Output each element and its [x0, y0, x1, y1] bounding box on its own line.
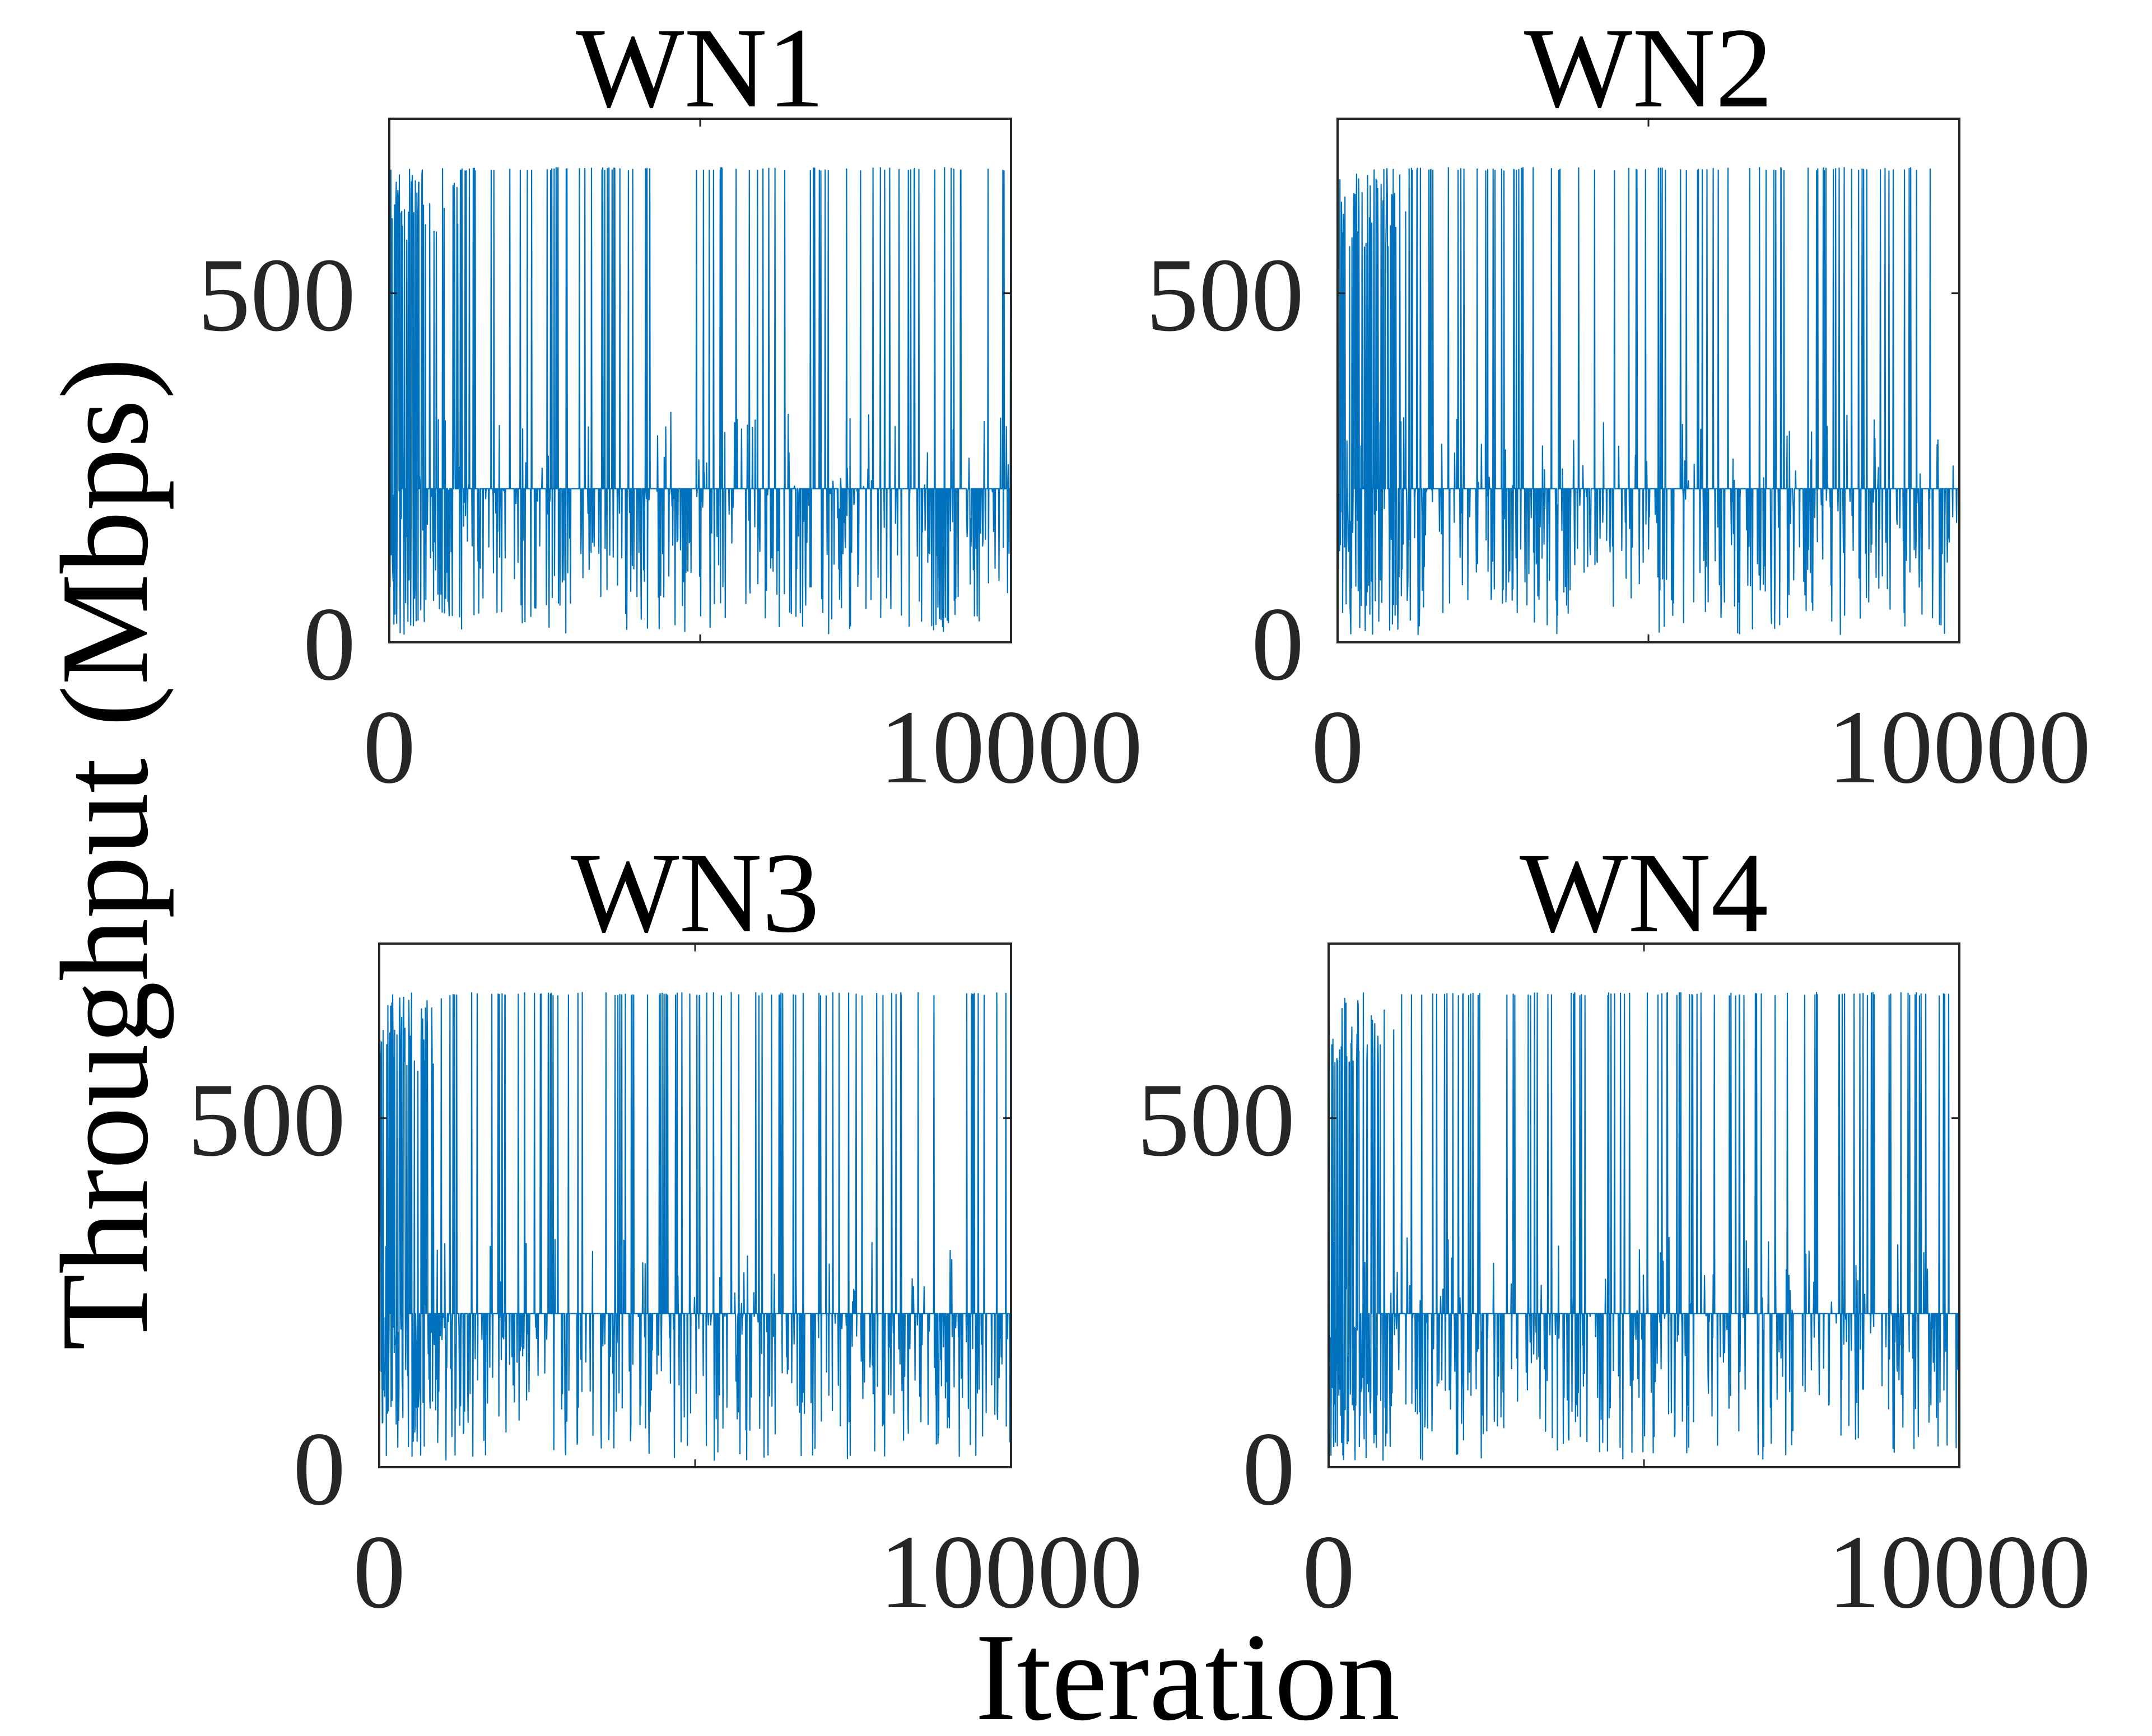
y-tick-label: 0 [293, 1410, 346, 1527]
y-axis-label: Throughput (Mbps) [35, 357, 174, 1350]
x-tick-label: 0 [363, 688, 416, 805]
subplot-title: WN3 [571, 829, 819, 956]
x-tick-label: 10000 [1828, 688, 2091, 805]
subplot-wn2: 0 10000 0 500 WN2 [1146, 4, 2091, 805]
subplot-wn3: 0 10000 0 500 WN3 [188, 829, 1143, 1630]
x-tick-label: 10000 [879, 688, 1143, 805]
y-tick-label: 500 [1146, 236, 1304, 353]
subplot-wn1: 0 10000 0 500 WN1 [198, 4, 1143, 805]
x-tick-label: 0 [1311, 688, 1364, 805]
y-tick-label: 500 [1137, 1061, 1295, 1178]
y-tick-label: 500 [198, 236, 356, 353]
x-tick-label: 0 [353, 1513, 406, 1630]
series-line [388, 167, 1012, 635]
subplot-title: WN1 [576, 4, 825, 132]
x-axis-label: Iteration [975, 1608, 1400, 1736]
x-tick-label: 10000 [1828, 1513, 2091, 1630]
series-line [1327, 992, 1960, 1461]
axes-box [378, 942, 1012, 1468]
x-tick-label: 0 [1302, 1513, 1355, 1630]
series-line [1336, 167, 1960, 636]
y-tick-label: 0 [303, 585, 356, 702]
y-tick-label: 0 [1242, 1410, 1295, 1527]
subplot-wn4: 0 10000 0 500 WN4 [1137, 829, 2091, 1630]
subplot-title: WN2 [1524, 4, 1773, 132]
y-tick-label: 500 [188, 1061, 346, 1178]
subplot-title: WN4 [1520, 829, 1768, 956]
x-tick-label: 10000 [879, 1513, 1143, 1630]
y-tick-label: 0 [1251, 585, 1304, 702]
series-line [378, 992, 1012, 1461]
